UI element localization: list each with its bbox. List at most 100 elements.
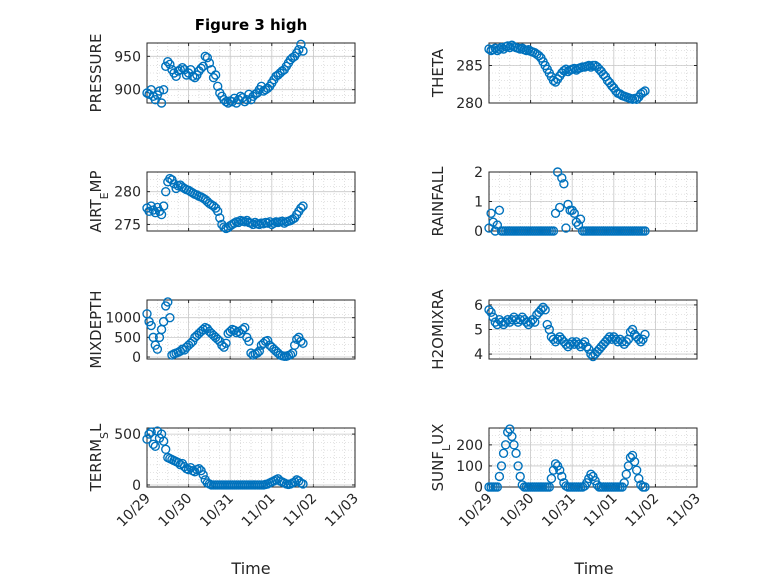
x-tick-label: 11/02 [622, 491, 662, 531]
data-point [171, 71, 181, 82]
data-point [638, 334, 648, 345]
data-point [629, 457, 640, 467]
data-point [165, 313, 175, 323]
data-point [638, 87, 648, 98]
data-point [190, 72, 200, 83]
data-point [619, 478, 629, 488]
data-point [498, 448, 509, 458]
data-point [621, 337, 631, 347]
subplot-h2omixra: 4 5 6 H2OMIXRA [429, 289, 698, 370]
data-point [163, 297, 173, 307]
data-point [515, 314, 525, 325]
data-point [204, 58, 215, 68]
data-point [237, 324, 248, 335]
data-point [584, 344, 594, 354]
data-point [210, 70, 221, 80]
data-point [536, 305, 546, 315]
data-point [165, 59, 175, 70]
y-tick-label: 0 [132, 478, 141, 494]
data-point [294, 44, 304, 55]
data-point [262, 335, 273, 346]
y-tick-label: 0 [474, 224, 483, 240]
y-axis-label: PRESSURE [87, 34, 105, 113]
data-point [586, 62, 596, 72]
y-tick-label: 6 [474, 298, 483, 314]
x-tick-label: 10/29 [456, 491, 496, 531]
y-axis-label: MIXDEPTH [87, 290, 105, 368]
data-point [627, 450, 638, 461]
data-point [213, 206, 223, 217]
data-point [229, 218, 240, 228]
data-point [623, 461, 634, 471]
data-point [198, 324, 208, 335]
data-point [538, 302, 548, 313]
data-point [548, 226, 559, 236]
data-point [175, 64, 185, 75]
data-point [289, 477, 300, 487]
data-point [158, 84, 169, 95]
data-point [296, 336, 306, 346]
data-point [152, 344, 163, 354]
x-tick-label: 10/31 [539, 491, 579, 531]
data-point [486, 208, 496, 219]
y-tick-label: 100 [456, 459, 483, 475]
x-tick-label: 11/02 [280, 491, 320, 531]
data-point [507, 431, 517, 442]
data-point [488, 45, 498, 55]
data-point [198, 470, 208, 480]
x-tick-label: 11/03 [664, 491, 704, 531]
x-tick-label: 11/01 [239, 491, 279, 531]
data-point [298, 479, 308, 489]
data-point [582, 342, 592, 352]
data-point [484, 305, 494, 315]
data-point [586, 349, 596, 359]
data-point [296, 203, 306, 213]
data-point [552, 334, 563, 345]
data-point [557, 471, 567, 482]
x-axis-label-left: Time [230, 559, 270, 578]
data-point [161, 186, 171, 197]
axes-box [146, 171, 356, 232]
data-point [557, 173, 567, 183]
x-tick-label: 10/31 [197, 491, 237, 531]
subplot-rainfall: 0 1 2 RAINFALL [429, 165, 698, 240]
data-point [486, 307, 496, 317]
data-point [150, 441, 161, 452]
y-tick-label: 285 [456, 59, 483, 75]
data-point [494, 205, 505, 216]
subplot-theta: 280 285 THETA [429, 40, 698, 112]
data-point [559, 179, 569, 189]
y-axis-label: SUNFLUX [429, 424, 453, 492]
data-point [215, 213, 225, 223]
data-point [544, 482, 555, 492]
x-tick-label: 10/30 [156, 491, 196, 531]
data-point [621, 469, 631, 480]
x-tick-label: 11/03 [322, 491, 362, 531]
data-point [240, 217, 250, 227]
data-point [555, 202, 565, 213]
data-point [546, 473, 557, 484]
y-axis-label: RAINFALL [429, 166, 447, 237]
axes-box [488, 299, 698, 360]
data-point [617, 337, 627, 347]
data-point [640, 482, 650, 492]
data-point [156, 98, 167, 108]
y-axis-label: H2OMIXRA [429, 289, 447, 370]
data-point [542, 319, 552, 330]
y-tick-label: 1 [474, 195, 483, 211]
data-point [586, 469, 596, 480]
data-point [494, 471, 505, 482]
data-point [627, 324, 638, 335]
x-axis-label-right: Time [573, 559, 613, 578]
data-point [177, 62, 188, 73]
data-point [154, 86, 165, 96]
data-point [561, 223, 571, 233]
data-point [213, 81, 223, 92]
data-point [208, 72, 219, 83]
data-point [163, 56, 173, 67]
figure-title: Figure 3 high [195, 16, 308, 34]
